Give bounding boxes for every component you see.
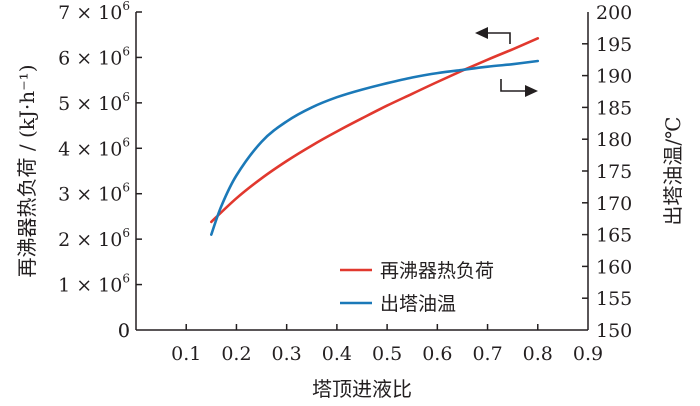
x-tick-label: 0.4 [322,343,352,365]
x-tick-label: 0.6 [422,343,452,365]
x-tick-label: 0.1 [171,343,201,365]
y-right-tick-label: 160 [596,256,632,278]
x-tick-label: 0.8 [523,343,553,365]
arrow-to-left-axis [486,32,511,44]
arrow-to-left-axis-head [475,27,488,39]
y-right-tick-label: 180 [596,129,632,151]
y-left-tick-label: 7 × 106 [58,0,130,24]
x-tick-label: 0.7 [472,343,502,365]
y-right-tick-label: 165 [596,225,632,247]
y-right-tick-label: 170 [596,193,632,215]
legend-label: 出塔油温 [380,293,456,315]
series-line-outlet-temperature [210,59,540,236]
series-group [210,37,540,236]
y-left-tick-label: 5 × 106 [58,90,130,115]
y-left-tick-label: 2 × 106 [58,226,130,251]
x-axis-title: 塔顶进液比 [312,377,412,401]
x-tick-label: 0 [118,320,130,342]
y-axis-right-title: 出塔油温/℃ [661,116,685,225]
y-right-tick-label: 190 [596,66,632,88]
legend-label: 再沸器热负荷 [380,260,494,282]
x-tick-label: 0.9 [573,343,603,365]
y-left-tick-label: 0 [118,320,130,342]
y-right-tick-label: 175 [596,161,632,183]
x-tick-label: 0.5 [372,343,402,365]
y-left-tick-label: 3 × 106 [58,181,130,206]
y-left-tick-label: 1 × 106 [58,272,130,297]
y-left-tick-label: 4 × 106 [58,135,130,160]
y-left-tick-label: 6 × 106 [58,44,130,69]
arrow-to-right-axis [500,79,527,92]
series-line-reboiler-duty [210,37,540,224]
axis-arrows [475,27,538,97]
y-right-tick-label: 195 [596,34,632,56]
y-right-tick-label: 150 [596,320,632,342]
x-tick-label: 0.3 [272,343,302,365]
arrow-to-right-axis-head [525,85,538,97]
y-right-tick-label: 200 [596,2,632,24]
x-tick-label: 0.2 [221,343,251,365]
y-axis-left-title: 再沸器热负荷 / (kJ·h⁻¹) [15,64,39,277]
axes-group: 0 1 × 106 2 × 106 3 × 106 4 × 106 5 × 106 6 × … [15,0,685,401]
y-right-tick-label: 185 [596,97,632,119]
y-right-tick-label: 155 [596,288,632,310]
